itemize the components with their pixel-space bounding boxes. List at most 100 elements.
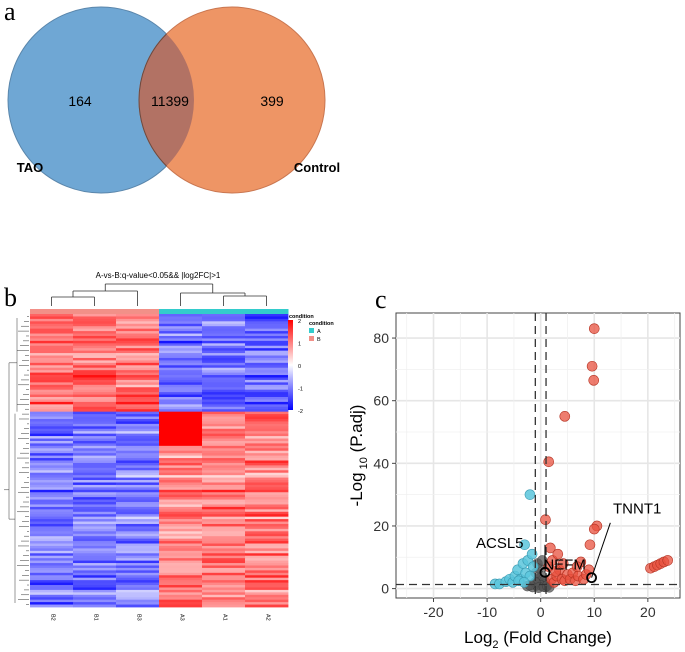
- point-up: [662, 555, 673, 566]
- heatmap-cell: [245, 436, 289, 439]
- heatmap-cell: [159, 375, 203, 378]
- heatmap-cell: [73, 565, 117, 569]
- heatmap-cell: [116, 379, 160, 383]
- heatmap-cell: [73, 357, 117, 361]
- heatmap-cell: [202, 553, 246, 557]
- heatmap-cell: [245, 575, 289, 579]
- heatmap-cell: [116, 541, 160, 544]
- heatmap-cell: [116, 328, 160, 332]
- heatmap-cell: [202, 509, 246, 513]
- heatmap-cell: [245, 521, 289, 525]
- heatmap-cell: [73, 401, 117, 405]
- heatmap-cell: [159, 414, 203, 417]
- heatmap-cell: [159, 565, 203, 569]
- heatmap-cell: [245, 563, 289, 566]
- heatmap-cell: [30, 394, 74, 398]
- heatmap-cell: [116, 433, 160, 437]
- heatmap-cell: [159, 533, 203, 537]
- heatmap-cell: [116, 392, 160, 395]
- point-down: [524, 489, 536, 500]
- heatmap-cell: [202, 536, 246, 540]
- heatmap-cell: [159, 467, 203, 471]
- heatmap-cell: [30, 360, 74, 364]
- heatmap-cell: [30, 585, 74, 588]
- heatmap-cell: [73, 516, 117, 520]
- heatmap-cell: [159, 365, 203, 369]
- heatmap-cell: [159, 462, 203, 466]
- heatmap-cell: [159, 538, 203, 542]
- heatmap-cell: [30, 575, 74, 579]
- heatmap-cell: [202, 375, 246, 378]
- heatmap-cell: [245, 375, 289, 378]
- heatmap-cell: [30, 389, 74, 393]
- heatmap-cell: [116, 531, 160, 535]
- heatmap-cell: [202, 460, 246, 464]
- heatmap-cell: [202, 563, 246, 566]
- heatmap-cell: [73, 387, 117, 391]
- heatmap-cell: [30, 592, 74, 596]
- heatmap-cell: [245, 497, 289, 500]
- heatmap-cell: [30, 314, 74, 317]
- gene-label-ACSL5: ACSL5: [476, 535, 524, 552]
- heatmap-cell: [73, 411, 117, 415]
- heatmap-cell: [73, 492, 117, 496]
- heatmap-cell: [245, 338, 289, 342]
- point-down: [519, 539, 530, 551]
- heatmap-cell: [116, 475, 160, 478]
- heatmap-cell: [245, 543, 289, 547]
- heatmap-cell: [116, 445, 160, 449]
- x-axis-title-rest: (Fold Change): [499, 628, 612, 647]
- heatmap-cell: [73, 592, 117, 596]
- heatmap-cell: [159, 436, 203, 439]
- heatmap-cell: [30, 523, 74, 527]
- venn-diagram: 164 11399 399 TAO Control: [7, 6, 340, 194]
- heatmap-cell: [116, 516, 160, 520]
- point-down: [527, 561, 539, 572]
- heatmap-cell: [202, 475, 246, 478]
- heatmap-cell: [30, 602, 74, 605]
- heatmap-cell: [202, 321, 246, 325]
- heatmap-cell: [30, 433, 74, 437]
- heatmap-cell: [30, 472, 74, 476]
- heatmap-cell: [116, 394, 160, 398]
- heatmap-cell: [116, 580, 160, 583]
- colorbar-tick: -2: [298, 409, 303, 415]
- heatmap-cell: [202, 506, 246, 510]
- heatmap-cell: [202, 599, 246, 603]
- heatmap-cell: [245, 414, 289, 417]
- heatmap-cell: [202, 575, 246, 579]
- heatmap-cell: [202, 433, 246, 437]
- heatmap-cell: [245, 585, 289, 588]
- heatmap-cell: [245, 389, 289, 393]
- heatmap-cell: [245, 484, 289, 488]
- heatmap-cell: [73, 448, 117, 452]
- heatmap-cell: [245, 426, 289, 430]
- colorbar-tick: 2: [298, 319, 301, 325]
- heatmap-cell: [159, 470, 203, 474]
- heatmap-cell: [245, 316, 289, 320]
- heatmap-cell: [202, 467, 246, 471]
- heatmap-cell: [245, 528, 289, 532]
- heatmap-cell: [159, 577, 203, 581]
- heatmap-cell: [245, 558, 289, 562]
- heatmap-cell: [116, 343, 160, 347]
- heatmap-cell: [73, 377, 117, 381]
- heatmap-cell: [30, 335, 74, 339]
- heatmap-cell: [159, 338, 203, 342]
- y-tick-label: 80: [373, 330, 389, 346]
- heatmap-cell: [159, 443, 203, 447]
- heatmap-cell: [202, 541, 246, 544]
- heatmap-cell: [202, 470, 246, 474]
- heatmap-cell: [116, 545, 160, 549]
- heatmap-cell: [116, 345, 160, 349]
- heatmap-cell: [30, 553, 74, 557]
- heatmap-cell: [159, 531, 203, 535]
- heatmap-cell: [30, 597, 74, 601]
- heatmap-cell: [159, 497, 203, 500]
- heatmap-cell: [245, 541, 289, 544]
- heatmap-cell: [202, 597, 246, 601]
- heatmap-cell: [202, 426, 246, 430]
- heatmap-cell: [116, 565, 160, 569]
- heatmap-cell: [30, 453, 74, 457]
- heatmap-cell: [30, 426, 74, 430]
